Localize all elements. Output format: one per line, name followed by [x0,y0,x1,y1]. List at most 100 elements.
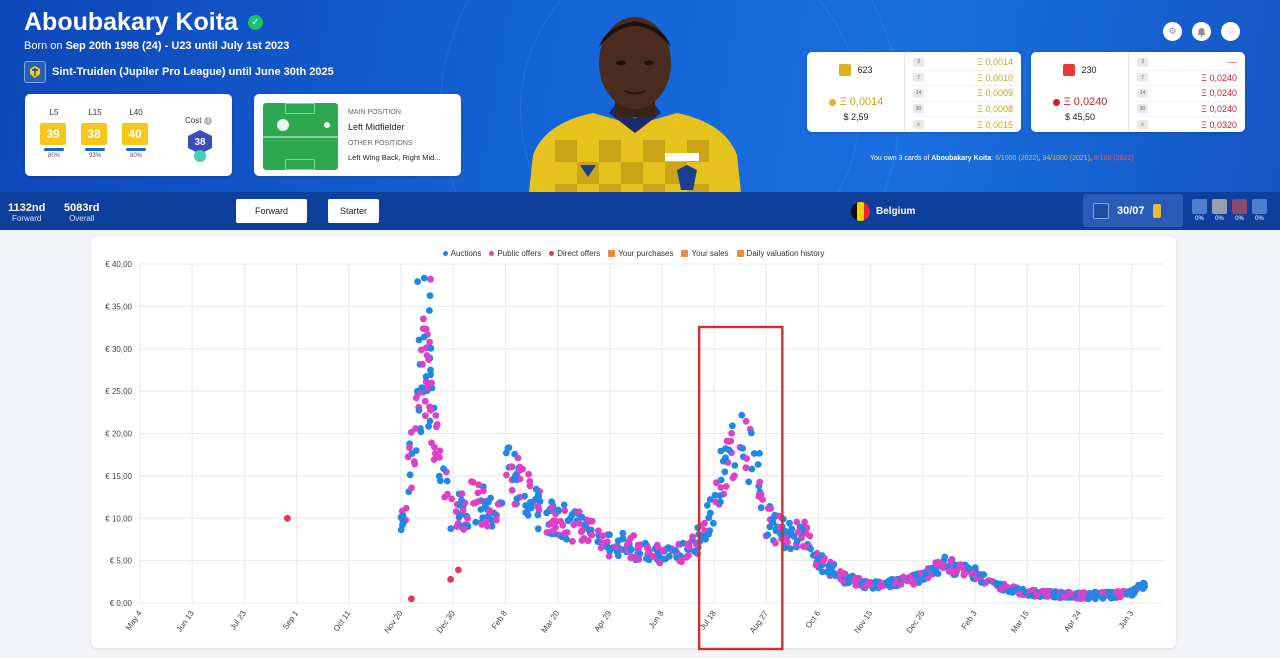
price-row: 3 --- [1137,55,1237,71]
price-row-value: Ξ 0,0240 [1201,88,1237,99]
stat-chip-value: 0% [1255,216,1264,222]
score-bar [126,148,146,151]
price-row-value: Ξ 0,0008 [977,103,1013,114]
price-card-limited[interactable]: 623 Ξ 0,0014 $ 2,59 3 Ξ 0,0014 7 Ξ 0,0010 … [807,52,1021,132]
stat-chip-icon [1252,199,1267,214]
period-tag: 30 [1137,104,1148,114]
price-row: 30 Ξ 0,0240 [1137,102,1237,117]
legend-item-auctions[interactable]: Auctions [442,249,481,258]
pitch-box [285,103,315,114]
born-prefix: Born on [24,40,66,52]
stat-chip: 0% [1252,199,1267,222]
score-percentage: 93% [88,153,101,159]
period-tag: 30 [913,104,924,114]
price-history-chart-card: Auctions Public offers Direct offers You… [91,236,1176,648]
main-position-marker [277,119,289,131]
ownership-colon: : [991,155,996,162]
price-row-value: --- [1228,57,1237,68]
legend-item-daily-valuation[interactable]: Daily valuation history [736,249,824,258]
rank-label: Overall [69,214,95,223]
card-count-value: 230 [1081,65,1097,75]
pitch-box [285,159,315,170]
stat-chip: 0% [1212,199,1227,222]
player-hero-banner: Aboubakary Koita ✓ Born on Sep 20th 1998… [0,0,1280,230]
price-row: ♛ Ξ 0,0320 [1137,117,1237,133]
pitch-halfway-line [263,136,338,138]
eth-price: Ξ 0,0240 [1031,96,1129,108]
main-position-label: MAIN POSITION [348,109,401,116]
games-played: 30/07 [1083,194,1183,227]
score-l5: L5 39 80% [40,108,68,159]
price-row-value: Ξ 0,0320 [1201,119,1237,130]
legend-item-public-offers[interactable]: Public offers [489,249,541,258]
score-percentage: 80% [129,153,142,159]
rank-forward: 1132nd Forward [8,202,45,223]
info-strip [0,192,1280,230]
stat-chip: 0% [1192,199,1207,222]
starter-button[interactable]: Starter [328,199,379,223]
lock-icon [736,250,744,257]
price-row-value: Ξ 0,0015 [977,119,1013,130]
price-summary: 623 Ξ 0,0014 $ 2,59 [807,52,905,132]
stat-chip: 0% [1232,199,1247,222]
cost-indicator-icon [194,150,206,162]
rank-overall: 5083rd Overall [64,202,99,223]
rarity-dot-icon [828,98,836,106]
score-label: L5 [49,108,59,117]
legend-item-your-purchases[interactable]: Your purchases [608,249,673,258]
owned-card-link[interactable]: 6/1000 (2022) [995,155,1039,162]
legend-item-direct-offers[interactable]: Direct offers [549,249,600,258]
price-row: 3 Ξ 0,0014 [913,55,1013,71]
owned-card-link[interactable]: 8/100 (2022) [1093,155,1134,162]
ownership-player-name: Aboubakary Koita [931,155,992,162]
crown-icon: ♛ [1137,120,1148,130]
position-card: MAIN POSITION Left Midfielder OTHER POSI… [254,94,461,176]
lock-icon [608,250,616,257]
price-history: 3 --- 7 Ξ 0,0240 14 Ξ 0,0240 30 Ξ 0,0240 ♛ Ξ … [1137,55,1237,133]
ownership-prefix: You own 3 cards of [870,155,932,162]
other-position-marker [324,122,330,128]
score-label: L40 [129,108,143,117]
country-info: Belgium [851,202,915,221]
score-label: L15 [88,108,102,117]
price-row: 30 Ξ 0,0008 [913,102,1013,117]
legend-label: Your purchases [618,249,674,258]
card-count: 230 [1031,64,1129,76]
player-name-heading: Aboubakary Koita ✓ [24,8,263,37]
legend-dot-icon [549,251,555,256]
other-positions-value: Left Wing Back, Right Mid... [348,153,441,162]
heart-icon[interactable]: ♡ [1221,22,1240,41]
legend-label: Public offers [497,249,542,258]
main-position-value: Left Midfielder [348,122,405,132]
scores-card: L5 39 80% L15 38 93% L40 40 80% Cost i 3… [25,94,232,176]
score-l15: L15 38 93% [81,108,109,159]
gear-icon[interactable]: ⚙ [1163,22,1182,41]
rank-value: 1132nd [8,202,46,214]
lock-icon [681,250,689,257]
rarity-dot-icon [1052,98,1060,106]
club-logo-icon [24,61,46,83]
price-row: 14 Ξ 0,0240 [1137,86,1237,102]
card-count: 623 [807,64,905,76]
bell-icon[interactable] [1192,22,1211,41]
period-tag: 3 [913,57,924,67]
owned-card-link[interactable]: 94/1000 (2021) [1042,155,1090,162]
belgium-flag-icon [851,202,870,221]
score-bar [85,148,105,151]
rank-value: 5083rd [64,202,100,214]
limited-card-icon [839,64,852,76]
legend-item-your-sales[interactable]: Your sales [681,249,729,258]
card-count-value: 623 [857,65,873,75]
crown-icon: ♛ [913,120,924,130]
forward-button[interactable]: Forward [236,199,307,223]
club-info[interactable]: Sint-Truiden (Jupiler Pro League) until … [24,61,334,83]
price-card-rare[interactable]: 230 Ξ 0,0240 $ 45,50 3 --- 7 Ξ 0,0240 14 Ξ … [1031,52,1245,132]
cost-label: Cost i [185,116,213,125]
price-row: ♛ Ξ 0,0015 [913,117,1013,133]
score-percentage: 80% [47,153,60,159]
period-tag: 7 [1137,73,1148,83]
eth-price: Ξ 0,0014 [807,96,905,108]
period-tag: 3 [1137,57,1148,67]
period-tag: 7 [913,73,924,83]
info-icon[interactable]: i [204,116,213,125]
